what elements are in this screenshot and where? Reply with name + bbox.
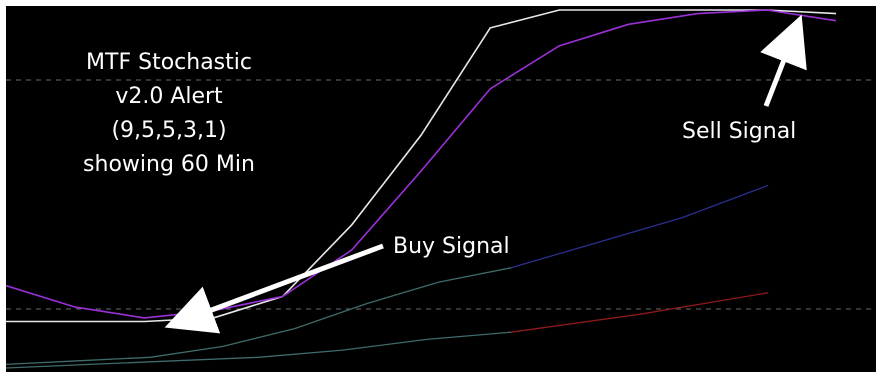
series-line-3 [6,267,512,366]
series-line-4 [510,184,769,269]
buy-signal-arrow [164,243,384,334]
sell-signal-arrow [760,14,807,107]
indicator-panel: MTF Stochastic v2.0 Alert (9,5,5,3,1) sh… [6,6,876,372]
title-line-2: v2.0 Alert [115,84,223,109]
series-line-2 [6,9,837,319]
title-line-1: MTF Stochastic [86,50,252,75]
indicator-title: MTF Stochastic v2.0 Alert (9,5,5,3,1) sh… [34,46,304,182]
title-line-3: (9,5,5,3,1) [111,118,227,143]
series-line-5 [6,331,512,369]
title-line-4: showing 60 Min [83,152,255,177]
stochastic-plot [6,9,876,369]
series-line-1 [6,9,837,323]
sell-signal-label: Sell Signal [682,119,797,144]
series-line-6 [510,292,769,333]
buy-signal-label: Buy Signal [393,234,510,259]
